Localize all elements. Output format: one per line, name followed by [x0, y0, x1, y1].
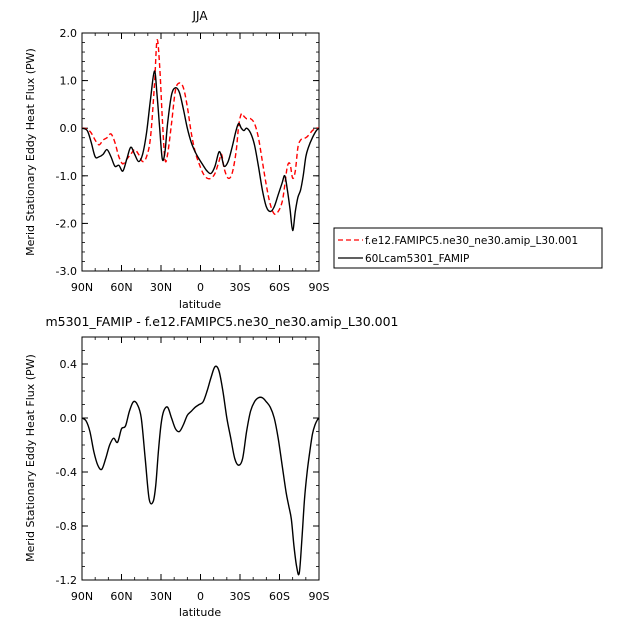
- top-chart-series-line-2: [81, 70, 320, 232]
- top-chart-axes: 90N 60N 30N 0 30S 60S 90S -3.0 -2.0 -1.0 0.0 1.0 2.0: [56, 27, 330, 294]
- bottom-chart-x-tick-label: 60N: [110, 590, 132, 603]
- bottom-chart-plot-frame: [81, 336, 320, 581]
- bottom-chart-y-tick-label: -1.2: [56, 574, 77, 587]
- bottom-chart-title: m5301_FAMIP - f.e12.FAMIPC5.ne30_ne30.am…: [45, 314, 398, 329]
- bottom-chart-y-axis-label: Merid Stationary Eddy Heat Flux (PW): [24, 354, 37, 562]
- top-chart-y-tick-label: -2.0: [56, 217, 77, 230]
- bottom-chart-y-tick-label: -0.8: [56, 520, 77, 533]
- top-chart-x-axis-label: latitude: [179, 298, 221, 311]
- top-chart-x-tick-label: 60N: [110, 281, 132, 294]
- top-chart-y-tick-label: 0.0: [60, 122, 78, 135]
- bottom-chart-x-tick-label: 30N: [150, 590, 172, 603]
- top-chart-series-line-1: [81, 39, 320, 215]
- top-chart-x-tick-label: 30N: [150, 281, 172, 294]
- bottom-chart-y-tick-label: 0.0: [60, 412, 78, 425]
- bottom-chart-x-tick-label: 0: [197, 590, 204, 603]
- top-chart-title: JJA: [191, 9, 208, 23]
- top-chart-y-axis-label: Merid Stationary Eddy Heat Flux (PW): [24, 48, 37, 256]
- bottom-chart-x-tick-label: 30S: [230, 590, 251, 603]
- top-chart-x-tick-label: 0: [197, 281, 204, 294]
- top-chart-x-tick-label: 90S: [309, 281, 330, 294]
- bottom-chart-x-axis-label: latitude: [179, 606, 221, 619]
- bottom-chart-series-line-1: [81, 365, 320, 576]
- bottom-chart-series: [81, 365, 320, 576]
- top-chart-x-tick-label: 60S: [269, 281, 290, 294]
- top-chart-y-tick-label: 2.0: [60, 27, 78, 40]
- legend-label-series-1: f.e12.FAMIPC5.ne30_ne30.amip_L30.001: [365, 235, 578, 247]
- top-chart-series: [81, 39, 320, 232]
- legend-label-series-2: 60Lcam5301_FAMIP: [365, 253, 469, 265]
- legend: f.e12.FAMIPC5.ne30_ne30.amip_L30.001 60L…: [333, 227, 603, 269]
- top-chart-y-tick-label: -1.0: [56, 170, 77, 183]
- bottom-chart-x-tick-label: 90S: [309, 590, 330, 603]
- bottom-chart-y-tick-label: 0.4: [60, 358, 78, 371]
- bottom-chart-x-tick-label: 60S: [269, 590, 290, 603]
- top-chart-y-tick-label: 1.0: [60, 75, 78, 88]
- top-chart-x-tick-label: 30S: [230, 281, 251, 294]
- top-chart-x-tick-label: 90N: [71, 281, 93, 294]
- legend-box: [333, 227, 603, 269]
- top-chart-y-tick-label: -3.0: [56, 265, 77, 278]
- bottom-chart-x-tick-label: 90N: [71, 590, 93, 603]
- bottom-chart-axes: 90N 60N 30N 0 30S 60S 90S -1.2 -0.8 -0.4 0.0 0.4: [56, 336, 330, 603]
- top-chart-plot-frame: [81, 32, 320, 272]
- top-chart: JJA 90N 60N 30N 0 30S 60S 90S -3.0 -2.0 -1.0 0.0 1.…: [24, 9, 330, 311]
- bottom-chart: m5301_FAMIP - f.e12.FAMIPC5.ne30_ne30.am…: [24, 314, 399, 619]
- bottom-chart-y-tick-label: -0.4: [56, 466, 77, 479]
